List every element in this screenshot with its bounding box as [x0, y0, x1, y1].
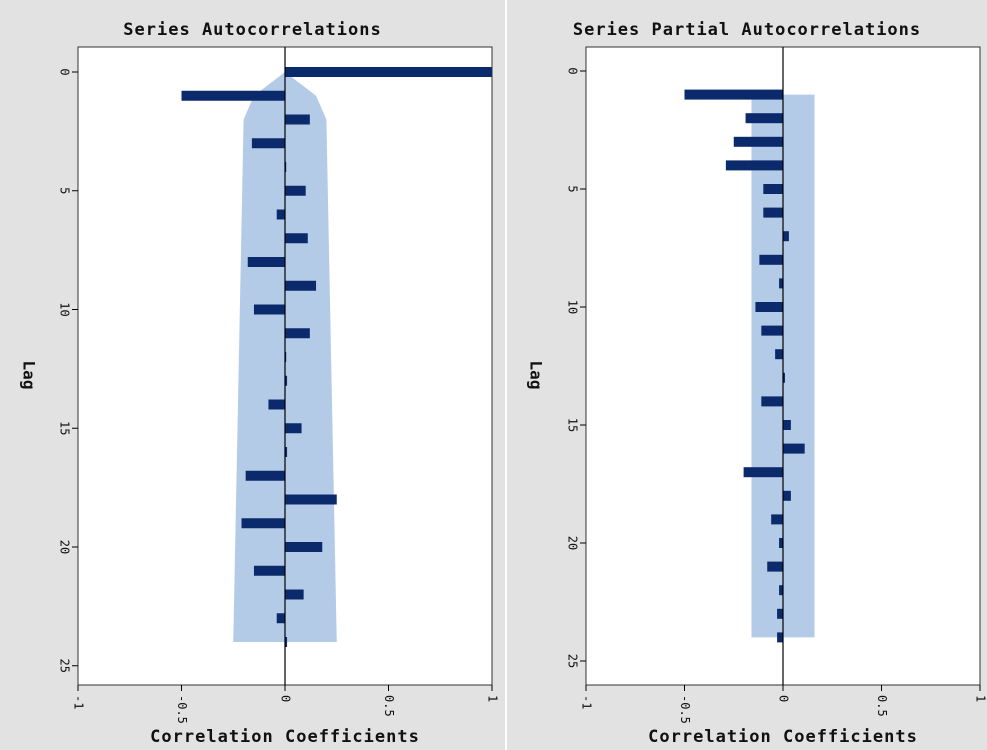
pacf-bar-lag-12: [775, 349, 783, 360]
pacf-bar-lag-13: [783, 372, 785, 383]
acf-x-tick-label: -1: [72, 695, 86, 709]
acf-y-tick-label: 20: [58, 540, 72, 554]
pacf-x-tick-label: -1: [580, 695, 594, 709]
pacf-x-axis-title: Correlation Coefficients: [648, 727, 918, 747]
acf-bar-lag-17: [245, 470, 285, 481]
acf-bar-lag-9: [285, 280, 317, 291]
acf-bar-lag-1: [181, 90, 285, 101]
pacf-bar-lag-16: [783, 443, 805, 454]
pacf-panel: Series Partial Autocorrelations -1 -0.5 0 0…: [507, 0, 987, 750]
pacf-y-tick-label: 0: [566, 67, 580, 74]
pacf-bar-lag-22: [779, 585, 783, 596]
pacf-x-tick-label: 0: [777, 695, 791, 702]
acf-bar-lag-11: [285, 328, 310, 339]
pacf-bar-lag-19: [771, 514, 783, 525]
pacf-bar-lag-18: [783, 490, 791, 501]
acf-bar-lag-7: [285, 233, 308, 244]
pacf-bar-lag-4: [725, 160, 783, 171]
pacf-bar-lag-11: [761, 325, 783, 336]
pacf-bar-lag-20: [779, 538, 783, 548]
acf-bar-lag-13: [285, 375, 288, 386]
pacf-bar-lag-23: [777, 608, 783, 619]
pacf-y-tick-label: 10: [566, 300, 580, 314]
acf-bar-lag-24: [285, 637, 288, 647]
acf-y-tick-label: 10: [58, 302, 72, 316]
acf-bar-lag-18: [285, 494, 337, 505]
pacf-bar-lag-6: [763, 207, 783, 218]
acf-x-tick-label: 1: [486, 695, 500, 702]
acf-x-tick-label: 0.5: [382, 695, 396, 717]
pacf-bar-lag-21: [767, 561, 783, 572]
pacf-x-tick-label: 1: [974, 695, 987, 702]
pacf-x-tick-label: 0.5: [875, 695, 889, 717]
acf-bar-lag-22: [285, 589, 304, 600]
pacf-bar-lag-9: [779, 278, 783, 289]
pacf-bar-lag-7: [783, 231, 789, 242]
acf-bar-lag-6: [276, 209, 285, 220]
pacf-bar-lag-8: [759, 254, 783, 265]
acf-y-axis-title: Lag: [20, 361, 39, 390]
acf-bar-lag-19: [241, 518, 285, 529]
pacf-x-tick-label: -0.5: [678, 695, 692, 724]
acf-panel: Series Autocorrelations -1 -0.5 0 0.5 1 0 5 10 1…: [0, 0, 505, 750]
acf-bar-lag-20: [285, 542, 323, 552]
pacf-bar-lag-14: [761, 396, 783, 407]
pacf-y-tick-label: 20: [566, 536, 580, 550]
acf-y-tick-label: 0: [58, 68, 72, 75]
pacf-y-tick-label: 25: [566, 654, 580, 668]
pacf-y-tick-label: 5: [566, 185, 580, 192]
pacf-bar-lag-17: [743, 467, 783, 478]
pacf-bar-lag-5: [763, 184, 783, 194]
acf-y-tick-label: 15: [58, 421, 72, 435]
pacf-bar-lag-1: [684, 89, 783, 100]
acf-bar-lag-0: [285, 67, 492, 77]
pacf-chart-title: Series Partial Autocorrelations: [572, 20, 922, 40]
acf-bar-lag-10: [253, 304, 285, 315]
acf-chart-title: Series Autocorrelations: [123, 20, 382, 40]
pacf-y-axis-title: Lag: [527, 361, 546, 390]
acf-bar-lag-21: [253, 565, 285, 576]
acf-x-tick-label: 0: [279, 695, 293, 702]
pacf-bar-lag-10: [755, 302, 783, 312]
pacf-bar-lag-2: [745, 113, 783, 124]
acf-x-axis-title: Correlation Coefficients: [150, 727, 420, 747]
acf-bar-lag-2: [285, 114, 310, 125]
acf-bar-lag-16: [285, 447, 288, 457]
acf-y-tick-label: 25: [58, 659, 72, 673]
acf-bar-lag-8: [247, 257, 285, 267]
acf-y-tick-label: 5: [58, 187, 72, 194]
acf-bar-lag-3: [251, 138, 285, 149]
pacf-y-tick-label: 15: [566, 418, 580, 432]
acf-bar-lag-14: [268, 399, 285, 410]
acf-bar-lag-15: [285, 423, 302, 434]
acf-bar-lag-5: [285, 185, 306, 196]
acf-x-tick-label: -0.5: [175, 695, 189, 724]
pacf-bar-lag-15: [783, 420, 791, 430]
pacf-bar-lag-3: [733, 136, 783, 147]
pacf-bar-lag-24: [777, 632, 783, 643]
acf-bar-lag-23: [276, 613, 285, 624]
